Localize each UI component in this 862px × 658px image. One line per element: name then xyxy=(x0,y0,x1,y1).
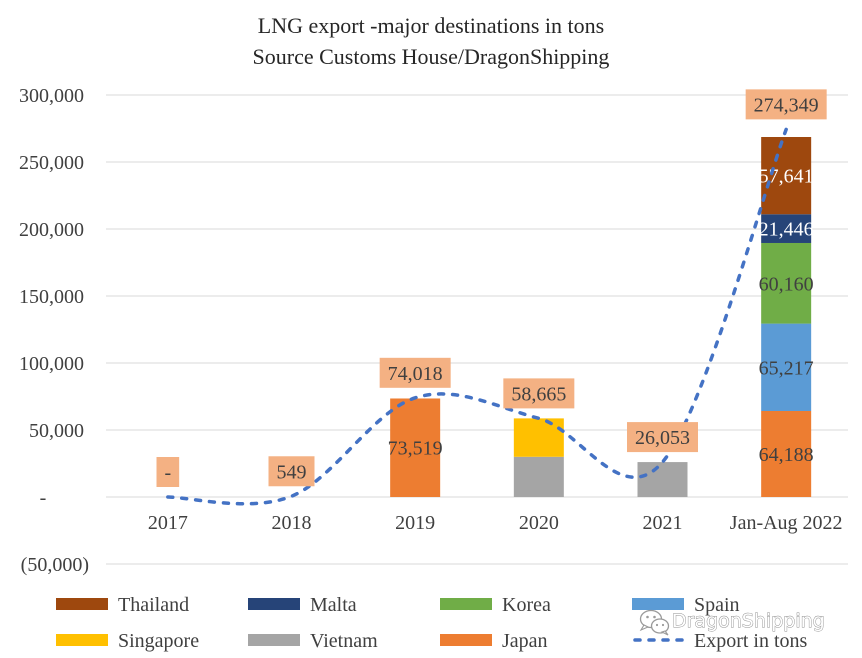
legend-swatch xyxy=(248,634,300,646)
chart-title: LNG export -major destinations in tons xyxy=(258,13,604,38)
y-tick-label: (50,000) xyxy=(21,554,89,576)
data-label-box xyxy=(503,378,575,409)
line-data-label-2018: 549 xyxy=(268,456,315,487)
data-label-text: 274,349 xyxy=(754,94,819,116)
data-label-box xyxy=(379,357,451,388)
data-label-box xyxy=(745,89,827,120)
legend-item-spain: Spain xyxy=(632,594,740,616)
data-label-spain-jan-aug-2022: 65,217 xyxy=(759,357,814,379)
bar-japan-2019 xyxy=(390,398,441,497)
legend-label: Thailand xyxy=(118,594,189,616)
data-label-text: 549 xyxy=(277,461,307,483)
legend-label: Vietnam xyxy=(310,630,378,652)
legend-label: Spain xyxy=(694,594,740,616)
legend-item-export-in-tons: Export in tons xyxy=(633,630,808,652)
x-tick-label: Jan-Aug 2022 xyxy=(730,512,843,534)
x-tick-label: 2019 xyxy=(395,512,435,534)
y-tick-label: 150,000 xyxy=(19,286,84,308)
legend-item-thailand: Thailand xyxy=(56,594,189,616)
legend: Thailand Malta Korea Spain Singapore Vietnam J… xyxy=(56,594,808,652)
line-data-label-2017: - xyxy=(156,457,180,487)
line-data-label-2020: 58,665 xyxy=(503,378,575,409)
gridlines xyxy=(106,94,848,565)
data-label-box xyxy=(627,422,698,453)
data-label-box xyxy=(156,457,180,487)
x-tick-label: 2021 xyxy=(643,512,683,534)
y-tick-label: 250,000 xyxy=(19,152,84,174)
legend-label: Japan xyxy=(502,630,548,652)
legend-swatch xyxy=(248,598,300,610)
legend-label: Export in tons xyxy=(694,630,808,652)
x-axis-tick-labels: 2017 2018 2019 2020 2021 Jan-Aug 2022 xyxy=(148,512,843,534)
line-data-label-2021: 26,053 xyxy=(627,422,698,453)
data-label-korea-jan-aug-2022: 60,160 xyxy=(759,273,814,295)
x-tick-label: 2020 xyxy=(519,512,559,534)
series-line-export-in-tons xyxy=(166,127,788,506)
line-data-label-jan-aug-2022: 274,349 xyxy=(745,89,827,120)
bar-japan-jan-aug-2022 xyxy=(761,410,812,497)
bar-thailand-jan-aug-2022 xyxy=(761,137,812,215)
data-label-japan-jan-aug-2022: 64,188 xyxy=(759,444,814,466)
data-label-text: 74,018 xyxy=(388,363,443,385)
y-tick-label: 200,000 xyxy=(19,219,84,241)
x-tick-label: 2017 xyxy=(148,512,188,534)
line-data-labels: - 549 74,018 58,665 26,053 274,349 xyxy=(156,89,827,487)
y-tick-label: 50,000 xyxy=(29,420,84,442)
legend-label: Singapore xyxy=(118,630,199,652)
bar-vietnam-2020 xyxy=(513,456,564,497)
legend-swatch xyxy=(56,598,108,610)
legend-item-korea: Korea xyxy=(440,594,551,616)
legend-item-japan: Japan xyxy=(440,630,548,652)
data-label-text: 58,665 xyxy=(511,383,566,405)
legend-swatch xyxy=(440,598,492,610)
legend-label: Korea xyxy=(502,594,551,616)
plot-area: 300,000 250,000 200,000 150,000 100,000 50,00… xyxy=(19,85,848,652)
x-tick-label: 2018 xyxy=(272,512,312,534)
legend-label: Malta xyxy=(310,594,357,616)
legend-item-vietnam: Vietnam xyxy=(248,630,378,652)
legend-swatch xyxy=(56,634,108,646)
bar-malta-jan-aug-2022 xyxy=(761,214,812,243)
bar-spain-jan-aug-2022 xyxy=(761,323,812,411)
data-label-japan-2019: 73,519 xyxy=(388,438,443,460)
line-data-label-2019: 74,018 xyxy=(379,357,451,388)
data-label-text: - xyxy=(164,462,171,484)
data-label-box xyxy=(268,456,315,487)
y-tick-label: - xyxy=(40,487,47,509)
bar-vietnam-2021 xyxy=(637,462,688,497)
y-axis-tick-labels: 300,000 250,000 200,000 150,000 100,000 50,00… xyxy=(19,85,89,576)
y-tick-label: 300,000 xyxy=(19,85,84,107)
bars xyxy=(390,137,812,497)
y-tick-label: 100,000 xyxy=(19,353,84,375)
legend-item-singapore: Singapore xyxy=(56,630,199,652)
chart-subtitle: Source Customs House/DragonShipping xyxy=(253,44,610,69)
legend-swatch xyxy=(440,634,492,646)
bar-korea-jan-aug-2022 xyxy=(761,242,812,324)
legend-item-malta: Malta xyxy=(248,594,357,616)
data-label-malta-jan-aug-2022: 21,446 xyxy=(759,219,814,241)
bar-singapore-2020 xyxy=(513,418,564,457)
legend-swatch xyxy=(632,598,684,610)
data-label-text: 26,053 xyxy=(635,427,690,449)
